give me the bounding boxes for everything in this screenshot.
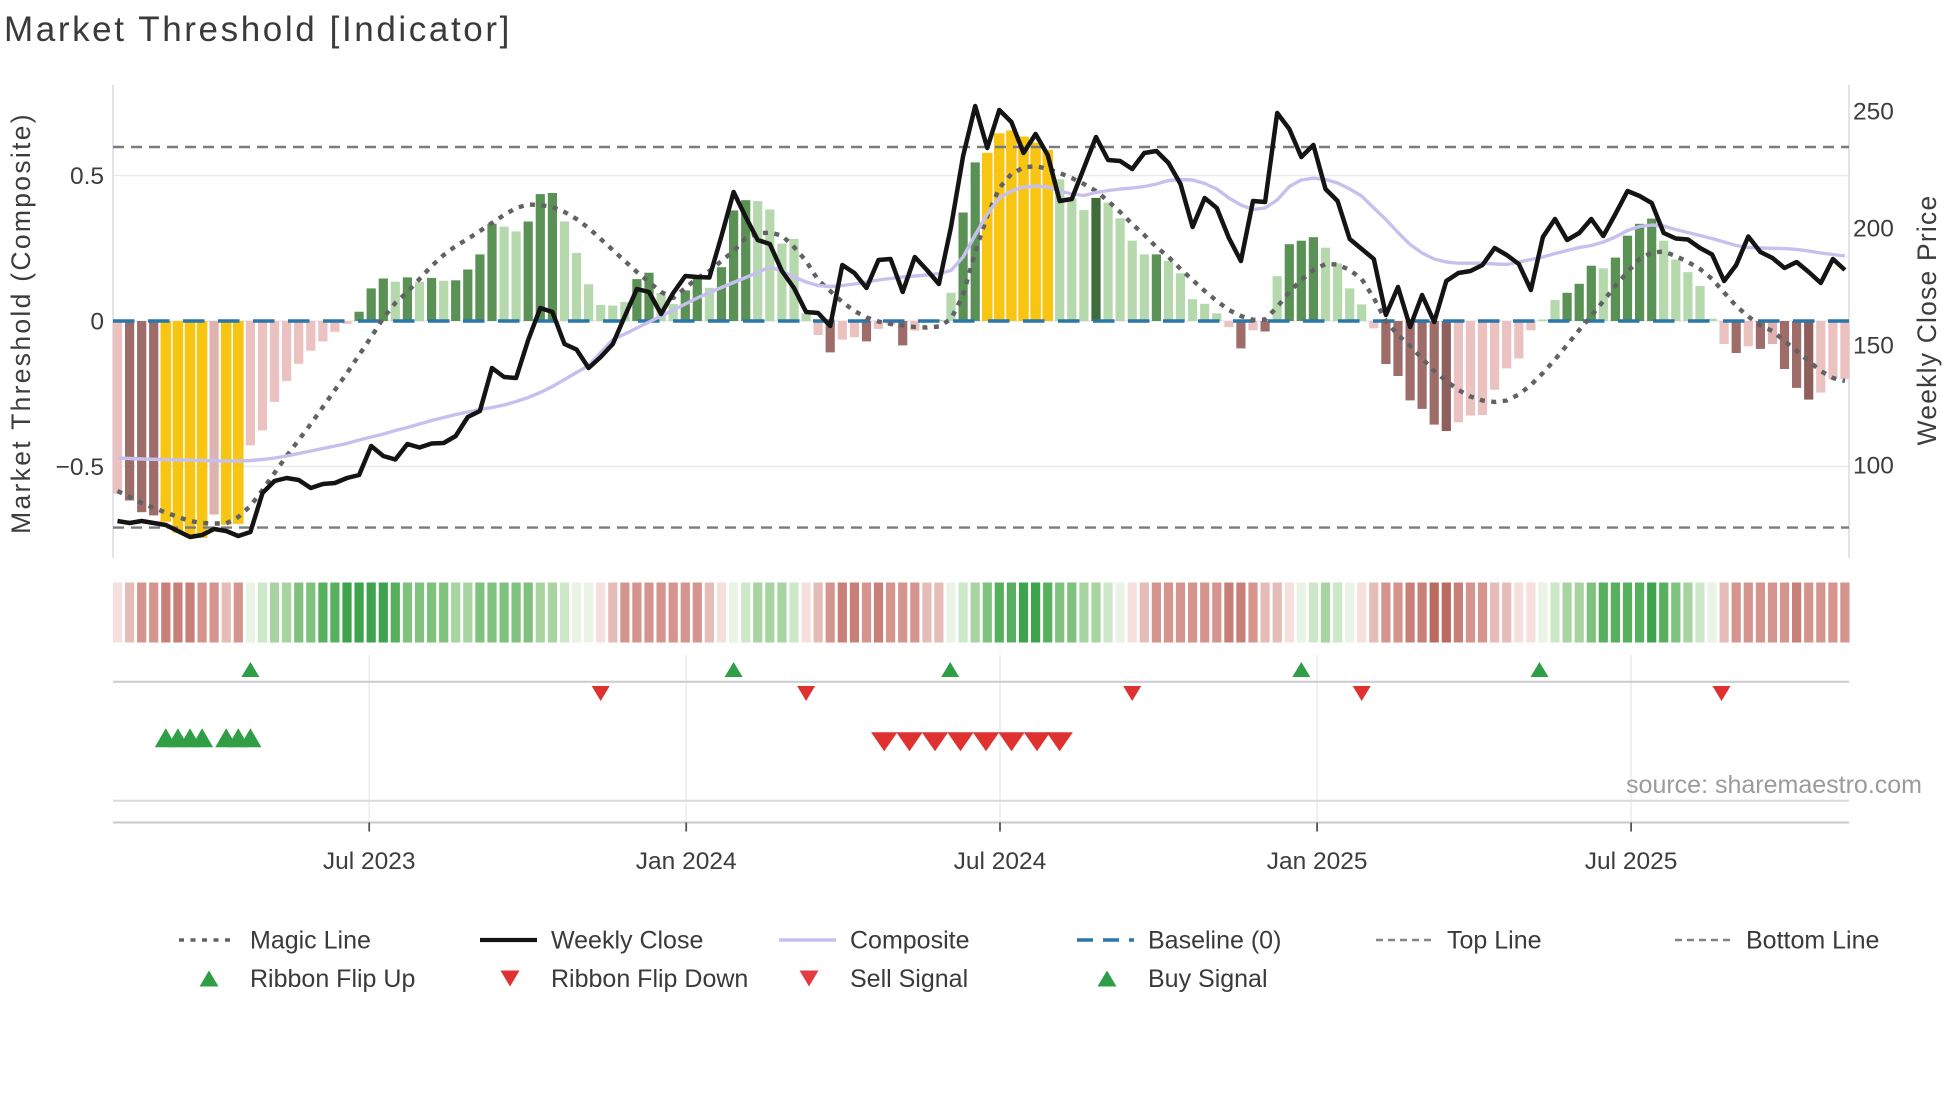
svg-text:Magic Line: Magic Line bbox=[250, 927, 371, 955]
svg-text:Composite: Composite bbox=[850, 927, 970, 955]
svg-text:Top Line: Top Line bbox=[1447, 927, 1542, 955]
svg-text:Buy Signal: Buy Signal bbox=[1148, 965, 1268, 993]
svg-text:200: 200 bbox=[1853, 216, 1894, 243]
svg-text:Baseline (0): Baseline (0) bbox=[1148, 927, 1281, 955]
svg-text:Weekly Close: Weekly Close bbox=[551, 927, 703, 955]
svg-text:150: 150 bbox=[1853, 333, 1894, 360]
svg-text:Jan 2025: Jan 2025 bbox=[1267, 848, 1368, 875]
svg-text:Jul 2024: Jul 2024 bbox=[954, 848, 1047, 875]
svg-text:−0.5: −0.5 bbox=[56, 454, 104, 481]
svg-text:100: 100 bbox=[1853, 453, 1894, 480]
svg-text:0.5: 0.5 bbox=[70, 163, 104, 190]
svg-text:Jan 2024: Jan 2024 bbox=[636, 848, 737, 875]
svg-text:Market Threshold (Composite): Market Threshold (Composite) bbox=[6, 112, 36, 534]
svg-text:Ribbon Flip Up: Ribbon Flip Up bbox=[250, 965, 415, 993]
svg-text:Market Threshold [Indicator]: Market Threshold [Indicator] bbox=[4, 10, 512, 49]
svg-text:Sell Signal: Sell Signal bbox=[850, 965, 968, 993]
svg-text:250: 250 bbox=[1853, 99, 1894, 126]
svg-text:0: 0 bbox=[90, 309, 104, 336]
svg-text:Ribbon Flip Down: Ribbon Flip Down bbox=[551, 965, 748, 993]
svg-text:Weekly Close Price: Weekly Close Price bbox=[1912, 195, 1942, 446]
svg-text:source: sharemaestro.com: source: sharemaestro.com bbox=[1626, 771, 1922, 799]
svg-text:Bottom Line: Bottom Line bbox=[1746, 927, 1879, 955]
svg-text:Jul 2025: Jul 2025 bbox=[1585, 848, 1678, 875]
svg-text:Jul 2023: Jul 2023 bbox=[323, 848, 416, 875]
